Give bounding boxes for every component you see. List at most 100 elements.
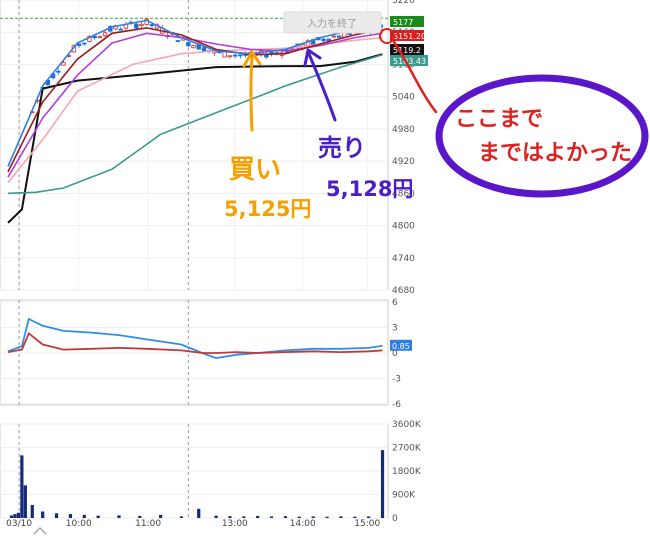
x-tick-label: 15:00	[354, 519, 380, 529]
candle-body	[227, 55, 233, 58]
good-annotation: ここまで まではよかった	[379, 28, 649, 198]
price-badge-bg	[390, 16, 424, 27]
end-input-button[interactable]: 入力を終了	[283, 11, 382, 34]
volume-bar	[9, 515, 14, 518]
volume-gridlines	[0, 423, 388, 519]
volume-ytick-label: 0	[392, 514, 398, 524]
volume-bar	[353, 516, 357, 518]
price-ytick-label: 5040	[392, 93, 415, 103]
indicator-series-line	[7, 331, 383, 354]
volume-bar	[158, 514, 163, 518]
candle-body	[82, 42, 87, 45]
indicator-y-axis: -6 -3 0 3 6	[392, 298, 401, 410]
candle-body	[321, 38, 326, 42]
volume-bar	[367, 516, 371, 518]
volume-ytick-label: 900K	[392, 491, 416, 501]
price-series-line	[7, 32, 383, 178]
volume-bar	[269, 516, 274, 518]
volume-bar	[297, 516, 301, 518]
volume-bar	[325, 516, 329, 518]
volume-bar	[283, 516, 288, 518]
volume-panel: 0 900K 1800K 2700K 3600K	[0, 420, 422, 524]
x-tick-label: 11:00	[135, 519, 161, 529]
candle-body	[61, 62, 66, 66]
good-line1: ここまで	[455, 107, 543, 132]
volume-ytick-label: 1800K	[392, 467, 422, 477]
price-badge-bg	[390, 44, 424, 55]
indicator-ytick-label: 3	[392, 324, 398, 334]
volume-bar	[197, 508, 201, 518]
indicator-series-line	[7, 317, 383, 360]
price-series-line	[7, 27, 383, 173]
indicator-badge: 0.85	[390, 339, 412, 351]
price-badge-bg	[390, 55, 428, 66]
indicator-badge-label: 0.85	[392, 342, 410, 351]
volume-session-dividers	[18, 424, 189, 518]
candle-body	[102, 32, 108, 37]
price-ytick-label: 5220	[392, 0, 415, 6]
volume-bar	[138, 515, 142, 518]
buy-price: 5,125円	[224, 197, 311, 221]
price-series-line	[7, 54, 383, 195]
indicator-lines	[7, 317, 383, 360]
price-badge-label: 5103.43	[393, 57, 426, 66]
volume-bar	[179, 516, 183, 518]
end-input-button-label: 入力を終了	[307, 17, 357, 30]
candle-body	[76, 43, 82, 46]
volume-bar	[311, 516, 315, 518]
volume-bar	[30, 504, 34, 518]
indicator-ytick-label: -6	[392, 400, 401, 410]
indicator-ytick-label: 0	[392, 349, 398, 359]
price-series-line	[7, 53, 383, 224]
price-ytick-label: 4800	[392, 222, 415, 232]
volume-bar	[96, 515, 100, 518]
candle-body	[331, 35, 337, 38]
highlight-circle	[379, 28, 395, 44]
price-badge-label: 5177	[393, 18, 413, 27]
volume-bar	[23, 485, 27, 518]
candle-body	[232, 54, 238, 57]
x-tick-label: 13:00	[222, 519, 248, 529]
price-badges: 5177 5151.20 5119.2 5103.43	[390, 16, 428, 66]
volume-bar	[82, 514, 86, 518]
candle-body	[134, 23, 139, 29]
volume-bar	[117, 515, 121, 518]
price-series-line	[7, 19, 383, 167]
volume-bar	[54, 513, 59, 518]
price-badge-label: 5119.2	[393, 46, 421, 55]
candle-body	[191, 45, 196, 49]
candle-body	[175, 40, 181, 42]
candle-body	[238, 54, 243, 57]
sell-arrow	[307, 52, 337, 122]
candle-body	[336, 35, 342, 38]
price-badge-label: 5151.20	[393, 32, 426, 41]
price-ytick-label: 4980	[392, 125, 415, 135]
price-badge-bg	[390, 30, 424, 41]
volume-bar	[214, 515, 218, 518]
volume-bar	[13, 514, 17, 518]
chevron-up-icon[interactable]	[33, 526, 47, 535]
indicator-ytick-label: -3	[392, 375, 401, 385]
volume-y-axis: 0 900K 1800K 2700K 3600K	[392, 420, 422, 524]
sell-annotation: 売り 5,128円	[303, 48, 413, 201]
volume-bar	[228, 516, 232, 518]
x-axis: 03/10 10:00 11:00 13:00 14:00 15:00	[6, 519, 380, 529]
candle-body	[92, 35, 97, 39]
volume-bar	[339, 516, 343, 518]
sell-price: 5,128円	[326, 177, 413, 201]
volume-bars	[9, 450, 385, 518]
volume-bar	[242, 516, 246, 518]
candle-body	[97, 36, 103, 39]
indicator-badge-bg	[390, 339, 412, 351]
price-moving-averages	[7, 19, 383, 224]
indicator-gridlines	[0, 301, 388, 405]
volume-bar	[68, 514, 73, 518]
price-ytick-label: 4860	[392, 189, 415, 199]
buy-arrow-head	[242, 50, 262, 68]
indicator-ytick-label: 6	[392, 298, 398, 308]
sell-label: 売り	[318, 134, 366, 162]
candle-body	[56, 70, 61, 73]
x-tick-label: 14:00	[290, 519, 316, 529]
volume-bar	[380, 450, 385, 518]
